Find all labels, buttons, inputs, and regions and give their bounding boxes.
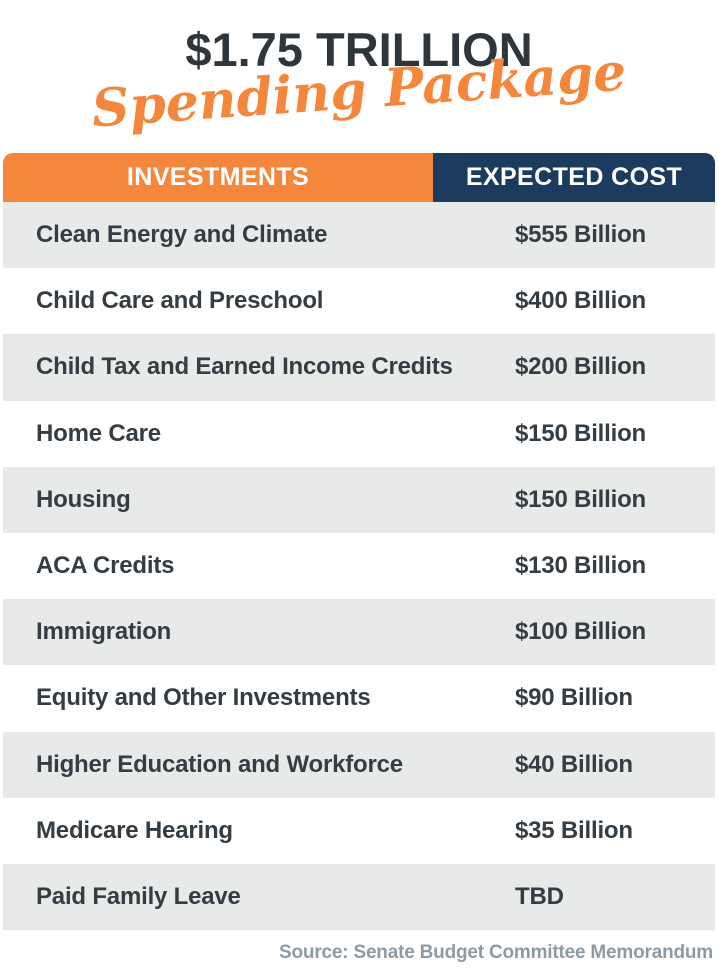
table-row: Higher Education and Workforce $40 Billi… [3,731,715,798]
investment-label: Home Care [36,419,161,447]
investment-label: Housing [36,485,131,513]
investment-label: Child Tax and Earned Income Credits [36,353,453,381]
cost-value: $35 Billion [515,816,633,844]
table-row: Clean Energy and Climate $555 Billion [3,202,715,269]
table-row: Paid Family Leave TBD [3,863,715,931]
cost-value: $40 Billion [515,750,633,778]
spending-table: INVESTMENTS EXPECTED COST Clean Energy a… [3,153,715,931]
table-row: Medicare Hearing $35 Billion [3,797,715,864]
column-header-expected-cost: EXPECTED COST [433,153,715,202]
page-title: $1.75 TRILLION [185,23,533,76]
investment-label: Immigration [36,618,172,646]
table-row: Equity and Other Investments $90 Billion [3,665,715,732]
table-body: Clean Energy and Climate $555 Billion Ch… [3,202,715,931]
cost-value: $150 Billion [515,419,646,447]
cost-value: $555 Billion [515,221,646,249]
cost-value: $100 Billion [515,618,646,646]
cost-value: TBD [515,882,564,910]
investment-label: Clean Energy and Climate [36,221,328,249]
investment-label: Child Care and Preschool [36,287,324,315]
cost-value: $90 Billion [515,684,633,712]
cost-value: $130 Billion [515,552,646,580]
table-row: Home Care $150 Billion [3,400,715,467]
table-row: Child Care and Preschool $400 Billion [3,268,715,335]
source-attribution: Source: Senate Budget Committee Memorand… [279,942,713,963]
table-row: ACA Credits $130 Billion [3,532,715,600]
table-row: Immigration $100 Billion [3,599,715,666]
cost-value: $150 Billion [515,485,646,513]
table-row: Child Tax and Earned Income Credits $200… [3,334,715,401]
cost-value: $400 Billion [515,287,646,315]
table-header-row: INVESTMENTS EXPECTED COST [3,153,715,202]
investment-label: Equity and Other Investments [36,684,371,712]
cost-value: $200 Billion [515,353,646,381]
investment-label: Higher Education and Workforce [36,750,403,778]
investment-label: ACA Credits [36,552,175,580]
investment-label: Paid Family Leave [36,882,241,910]
table-row: Housing $150 Billion [3,466,715,533]
column-header-investments: INVESTMENTS [3,153,434,202]
investment-label: Medicare Hearing [36,816,233,844]
